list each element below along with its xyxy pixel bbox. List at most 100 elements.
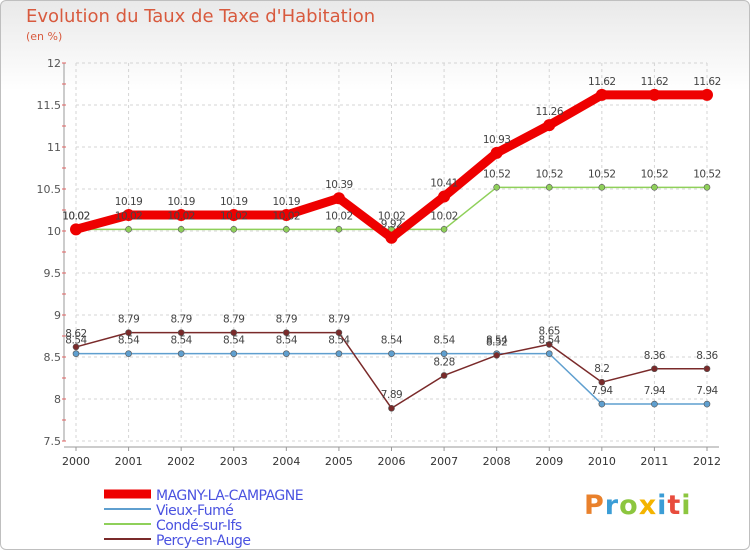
data-point	[703, 400, 711, 408]
data-label: 8.54	[539, 335, 561, 347]
chart-subtitle: (en %)	[26, 30, 63, 43]
data-point	[493, 352, 500, 359]
data-point	[598, 184, 606, 191]
data-point	[335, 329, 343, 336]
data-point	[388, 350, 395, 357]
data-point	[651, 400, 658, 408]
x-tick-label: 2011	[640, 455, 668, 468]
data-point	[335, 350, 343, 357]
data-point	[703, 184, 711, 191]
proxiti-logo: Proxiti	[584, 490, 692, 521]
y-tick-label: 7.5	[44, 435, 62, 448]
data-label: 10.52	[483, 168, 511, 180]
y-tick-label: 9.5	[44, 267, 62, 280]
x-tick-label: 2010	[588, 455, 616, 468]
data-label: 10.02	[273, 210, 301, 222]
data-point	[70, 223, 82, 236]
x-tick-label: 2005	[325, 455, 353, 468]
logo-letter: x	[638, 490, 658, 521]
data-label: 8.79	[170, 314, 191, 326]
x-tick-label: 2009	[535, 455, 563, 468]
y-tick-label: 11.5	[37, 99, 62, 112]
data-point	[280, 209, 293, 222]
data-label: 9.92	[381, 219, 402, 231]
data-point	[440, 372, 448, 379]
legend-label: Vieux-Fumé	[156, 503, 233, 519]
data-label: 8.54	[328, 335, 350, 347]
data-point	[177, 329, 185, 336]
data-label: 10.02	[325, 210, 353, 222]
data-label: 8.36	[644, 350, 666, 362]
data-point	[545, 341, 553, 348]
data-point	[283, 350, 290, 357]
data-point	[122, 209, 135, 222]
data-point	[440, 350, 448, 357]
data-point	[125, 329, 132, 336]
data-label: 10.02	[167, 210, 195, 222]
y-tick-label: 9	[54, 309, 61, 322]
y-tick-label: 12	[47, 57, 61, 70]
data-label: 8.2	[594, 363, 609, 375]
data-point	[545, 350, 553, 357]
data-label: 7.89	[381, 389, 402, 401]
data-label: 10.52	[641, 168, 669, 180]
data-label: 10.02	[115, 210, 143, 222]
data-label: 10.41	[430, 178, 458, 190]
data-point	[335, 226, 343, 233]
data-label: 8.54	[118, 335, 140, 347]
data-point	[72, 350, 80, 357]
data-point	[125, 350, 132, 357]
data-point	[543, 119, 556, 132]
data-point	[230, 350, 238, 357]
data-point	[490, 146, 503, 159]
data-label: 8.54	[486, 335, 508, 347]
data-point	[332, 192, 345, 205]
logo-letter: i	[681, 490, 692, 521]
legend-label: Percy-en-Auge	[156, 533, 250, 549]
logo-letter: t	[667, 490, 682, 521]
data-label: 8.62	[65, 328, 86, 340]
data-point	[648, 88, 661, 101]
data-point	[440, 226, 448, 233]
logo-letter: P	[584, 490, 605, 521]
data-label: 8.52	[486, 336, 507, 348]
x-tick-label: 2012	[693, 455, 721, 468]
data-label: 8.79	[118, 314, 139, 326]
data-label: 8.54	[433, 335, 455, 347]
legend-label: Condé-sur-Ifs	[156, 518, 242, 534]
data-point	[385, 231, 398, 244]
data-point	[595, 88, 608, 101]
legend-label: MAGNY-LA-CAMPAGNE	[156, 488, 303, 504]
x-tick-label: 2002	[167, 455, 195, 468]
data-label: 10.39	[325, 179, 353, 191]
data-point	[125, 226, 132, 233]
data-point	[283, 226, 290, 233]
y-tick-label: 11	[47, 141, 61, 154]
data-label: 10.52	[588, 168, 616, 180]
data-point	[230, 226, 238, 233]
data-label: 8.79	[276, 314, 297, 326]
data-label: 10.19	[115, 196, 143, 208]
y-tick-label: 10	[47, 225, 61, 238]
data-label: 8.79	[328, 314, 349, 326]
data-label: 11.62	[588, 76, 616, 88]
data-label: 11.62	[641, 76, 669, 88]
data-label: 8.54	[170, 335, 192, 347]
data-label: 8.36	[696, 350, 718, 362]
data-label: 8.28	[433, 356, 454, 368]
data-label: 7.94	[696, 385, 718, 397]
data-label: 10.19	[220, 196, 248, 208]
x-tick-label: 2001	[115, 455, 143, 468]
data-label: 10.02	[430, 210, 458, 222]
y-tick-label: 8	[54, 393, 61, 406]
data-point	[493, 184, 500, 191]
data-point	[177, 226, 185, 233]
data-point	[230, 329, 238, 336]
x-tick-label: 2006	[378, 455, 406, 468]
data-point	[283, 329, 290, 336]
data-label: 8.54	[381, 335, 403, 347]
data-point	[598, 400, 606, 408]
data-point	[438, 190, 451, 203]
data-point	[545, 184, 553, 191]
